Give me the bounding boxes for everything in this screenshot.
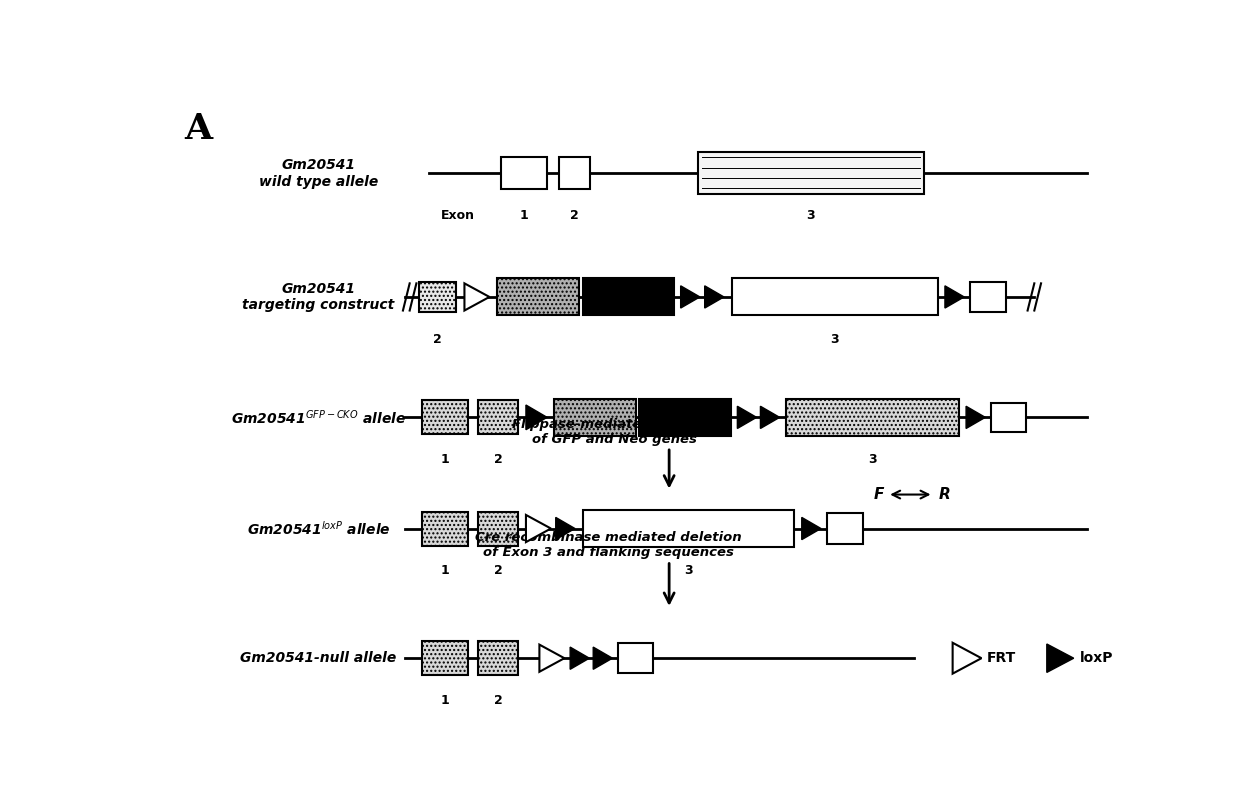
Text: 2: 2 bbox=[570, 209, 579, 222]
Text: Gm20541
targeting construct: Gm20541 targeting construct bbox=[242, 282, 394, 312]
Polygon shape bbox=[526, 515, 551, 542]
Polygon shape bbox=[760, 407, 780, 428]
Text: Gm20541$^{loxP}$ allele: Gm20541$^{loxP}$ allele bbox=[247, 520, 391, 537]
Text: Exon: Exon bbox=[440, 209, 475, 222]
Polygon shape bbox=[526, 405, 547, 430]
Bar bbox=[422, 400, 469, 435]
Polygon shape bbox=[570, 647, 589, 670]
Bar bbox=[991, 403, 1025, 432]
Polygon shape bbox=[1047, 644, 1074, 672]
Text: 1: 1 bbox=[441, 453, 450, 466]
Text: Gm20541$^{GFP-CKO}$ allele: Gm20541$^{GFP-CKO}$ allele bbox=[231, 408, 405, 427]
Bar bbox=[419, 282, 456, 313]
Bar bbox=[497, 278, 579, 315]
Text: 1: 1 bbox=[441, 694, 450, 707]
Polygon shape bbox=[738, 407, 756, 428]
Bar bbox=[640, 399, 730, 436]
Bar bbox=[422, 512, 469, 545]
Polygon shape bbox=[966, 407, 986, 428]
Text: Gm20541
wild type allele: Gm20541 wild type allele bbox=[259, 158, 378, 188]
Polygon shape bbox=[704, 286, 724, 308]
Bar bbox=[583, 278, 675, 315]
Text: loxP: loxP bbox=[1080, 651, 1114, 665]
Text: Cre recombinase mediated deletion
of Exon 3 and flanking sequences: Cre recombinase mediated deletion of Exo… bbox=[475, 532, 742, 560]
Text: Flippase-mediated removal
of GFP and Neo genes: Flippase-mediated removal of GFP and Neo… bbox=[512, 418, 717, 446]
Bar bbox=[477, 512, 518, 545]
Polygon shape bbox=[802, 517, 821, 540]
Text: 3: 3 bbox=[868, 453, 877, 466]
Text: R: R bbox=[939, 487, 950, 502]
Polygon shape bbox=[681, 286, 699, 308]
Polygon shape bbox=[952, 642, 982, 674]
Bar bbox=[554, 399, 636, 436]
Polygon shape bbox=[593, 647, 613, 670]
Text: 2: 2 bbox=[494, 694, 502, 707]
Text: F: F bbox=[874, 487, 884, 502]
Text: 2: 2 bbox=[494, 565, 502, 577]
Bar bbox=[619, 643, 652, 673]
Text: 2: 2 bbox=[433, 333, 441, 346]
Bar bbox=[827, 513, 863, 544]
Text: A: A bbox=[184, 111, 212, 146]
Text: FRT: FRT bbox=[987, 651, 1017, 665]
Polygon shape bbox=[539, 645, 564, 672]
Bar bbox=[786, 399, 960, 436]
Bar bbox=[583, 510, 794, 547]
Bar bbox=[501, 157, 547, 189]
Bar bbox=[477, 642, 518, 675]
Bar bbox=[558, 157, 590, 189]
Bar bbox=[422, 642, 469, 675]
Text: 1: 1 bbox=[441, 565, 450, 577]
Bar bbox=[698, 152, 924, 194]
Polygon shape bbox=[465, 283, 490, 310]
Polygon shape bbox=[556, 517, 575, 540]
Text: 3: 3 bbox=[831, 333, 839, 346]
Text: 1: 1 bbox=[520, 209, 528, 222]
Bar bbox=[732, 278, 939, 315]
Text: 3: 3 bbox=[684, 565, 693, 577]
Text: 2: 2 bbox=[494, 453, 502, 466]
Polygon shape bbox=[945, 286, 965, 308]
Bar bbox=[477, 400, 518, 435]
Text: 3: 3 bbox=[806, 209, 815, 222]
Text: Gm20541-null allele: Gm20541-null allele bbox=[241, 651, 397, 665]
Bar bbox=[970, 282, 1007, 313]
